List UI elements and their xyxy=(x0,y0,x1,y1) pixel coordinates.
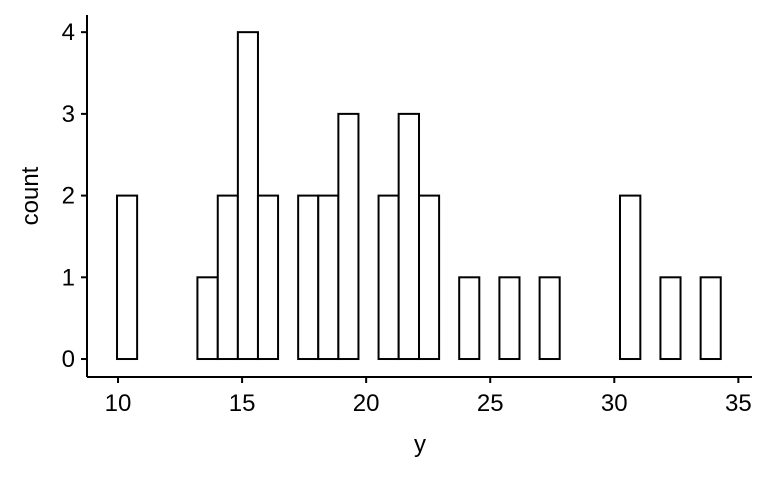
bar xyxy=(458,276,481,361)
y-tick-label: 0 xyxy=(62,346,75,373)
y-tick-label: 1 xyxy=(62,264,75,291)
x-tick-label: 20 xyxy=(353,390,380,417)
bar xyxy=(618,194,642,361)
x-tick-label: 35 xyxy=(725,390,752,417)
x-tick-label: 30 xyxy=(601,390,628,417)
y-tick-label: 2 xyxy=(62,183,75,210)
bar xyxy=(236,31,259,361)
bar xyxy=(317,194,340,361)
bar xyxy=(699,276,722,361)
bar xyxy=(337,112,360,361)
x-tick-label: 15 xyxy=(229,390,256,417)
bar xyxy=(297,194,320,361)
bar xyxy=(377,194,400,361)
bar xyxy=(256,194,280,361)
bar xyxy=(418,194,441,361)
bar xyxy=(196,276,219,361)
bar xyxy=(538,276,561,361)
bar xyxy=(659,276,682,361)
x-tick-label: 10 xyxy=(105,390,132,417)
y-tick-label: 3 xyxy=(62,101,75,128)
x-axis-label: y xyxy=(414,431,426,458)
x-tick-label: 25 xyxy=(477,390,504,417)
bar xyxy=(397,112,421,361)
y-tick-label: 4 xyxy=(62,19,75,46)
bar xyxy=(216,194,239,361)
bar xyxy=(498,276,521,361)
bar xyxy=(116,194,139,361)
y-axis-label: count xyxy=(17,166,44,225)
